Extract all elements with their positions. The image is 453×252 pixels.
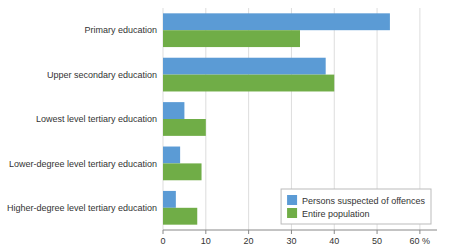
category-label: Lowest level tertiary education (36, 114, 157, 124)
tick-mark (334, 230, 335, 234)
tick-label: 0 (160, 236, 165, 246)
tick-mark (163, 230, 164, 234)
bar (163, 191, 176, 208)
x-axis: 0 10 20 30 40 50 60 % (160, 230, 437, 246)
bar (163, 30, 300, 47)
tick-mark (291, 230, 292, 234)
tick-mark (205, 230, 206, 234)
category-label: Primary education (84, 25, 157, 35)
tick-mark (419, 230, 420, 234)
category-label: Higher-degree level tertiary education (7, 203, 157, 213)
bar (163, 102, 184, 119)
legend: Persons suspected of offences Entire popu… (281, 189, 431, 224)
tick-label: 20 (244, 236, 254, 246)
chart: Primary education Upper secondary educati… (0, 0, 453, 252)
bar (163, 163, 202, 180)
tick-mark (248, 230, 249, 234)
tick-label: 40 (329, 236, 339, 246)
legend-swatch (287, 208, 297, 218)
legend-label: Persons suspected of offences (302, 196, 425, 206)
legend-label: Entire population (302, 209, 370, 219)
category-label: Lower-degree level tertiary education (9, 159, 157, 169)
tick-label: 30 (286, 236, 296, 246)
legend-swatch (287, 195, 297, 205)
legend-frame (281, 189, 431, 224)
bar (163, 75, 334, 92)
tick-label: 50 (372, 236, 382, 246)
bar (163, 208, 197, 225)
bar (163, 147, 180, 164)
axis-line (163, 230, 437, 231)
tick-mark (377, 230, 378, 234)
bar (163, 58, 326, 75)
bar (163, 119, 206, 136)
tick-label: 60 % (410, 236, 431, 246)
tick-label: 10 (201, 236, 211, 246)
category-label: Upper secondary education (47, 70, 157, 80)
bar (163, 13, 390, 30)
